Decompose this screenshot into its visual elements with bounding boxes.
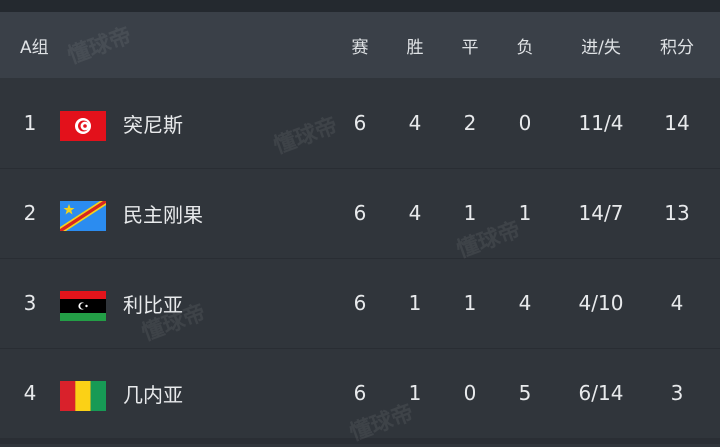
col-points: 积分: [660, 37, 694, 58]
lost: 5: [518, 381, 532, 405]
col-played: 赛: [351, 37, 369, 58]
won: 4: [408, 201, 422, 225]
points: 13: [664, 201, 690, 225]
tunisia-flag-icon: [60, 111, 106, 141]
drawn: 0: [463, 381, 477, 405]
dr-congo-flag-icon: [60, 201, 106, 231]
drawn: 1: [463, 291, 477, 315]
rank: 1: [23, 111, 37, 135]
points: 14: [664, 111, 690, 135]
won: 4: [408, 111, 422, 135]
team-name: 几内亚: [123, 382, 183, 407]
col-drawn: 平: [461, 37, 479, 58]
bottom-bar: [0, 438, 720, 444]
team-name: 利比亚: [123, 292, 183, 317]
won: 1: [408, 381, 422, 405]
team-name: 突尼斯: [123, 112, 183, 137]
lost: 1: [518, 201, 532, 225]
rank: 2: [23, 201, 37, 225]
played: 6: [353, 111, 367, 135]
lost: 4: [518, 291, 532, 315]
played: 6: [353, 381, 367, 405]
drawn: 1: [463, 201, 477, 225]
goals: 11/4: [578, 111, 624, 135]
points: 4: [670, 291, 684, 315]
won: 1: [408, 291, 422, 315]
drawn: 2: [463, 111, 477, 135]
goals: 4/10: [578, 291, 624, 315]
played: 6: [353, 201, 367, 225]
col-won: 胜: [406, 37, 424, 58]
libya-flag-icon: [60, 291, 106, 321]
top-bar: [0, 0, 720, 12]
goals: 6/14: [578, 381, 624, 405]
rank: 4: [23, 381, 37, 405]
guinea-flag-icon: [60, 381, 106, 411]
col-goals: 进/失: [581, 37, 621, 58]
table-header: A组 赛 胜 平 负 进/失 积分: [0, 12, 720, 78]
team-name: 民主刚果: [123, 202, 203, 227]
played: 6: [353, 291, 367, 315]
goals: 14/7: [578, 201, 624, 225]
rank: 3: [23, 291, 37, 315]
lost: 0: [518, 111, 532, 135]
group-label: A组: [20, 37, 49, 58]
table-row[interactable]: 1 突尼斯 6 4 2 0 11/4 14: [0, 78, 720, 169]
table-row[interactable]: 3 利比亚 6 1 1 4 4/10 4: [0, 258, 720, 349]
col-lost: 负: [516, 37, 534, 58]
points: 3: [670, 381, 684, 405]
table-row[interactable]: 2 民主刚果 6 4 1 1 14/7 13: [0, 168, 720, 259]
